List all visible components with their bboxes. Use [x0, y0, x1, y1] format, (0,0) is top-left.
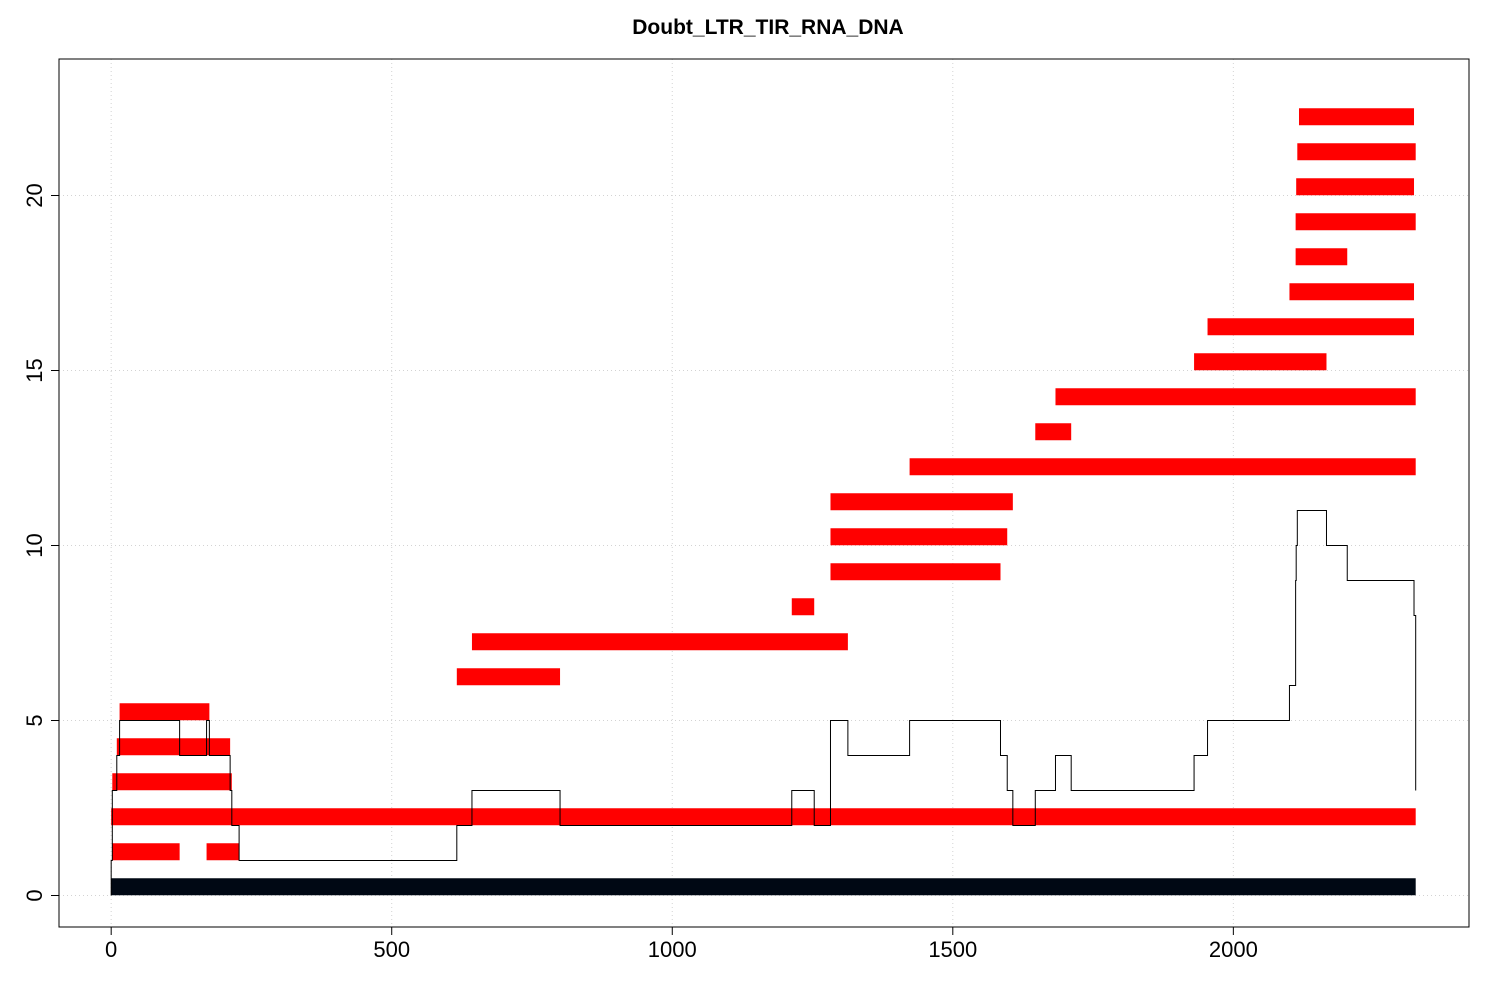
- y-tick-label: 10: [22, 533, 47, 557]
- coverage-line-layer: [110, 510, 1417, 896]
- plot-frame: [58, 58, 1470, 928]
- segment-bar: [1295, 248, 1348, 266]
- base-segment: [111, 878, 1416, 896]
- segment-bar: [1055, 388, 1416, 406]
- segment-bar: [1297, 143, 1416, 161]
- segment-bar: [112, 773, 232, 791]
- segment-bar: [1298, 108, 1415, 126]
- x-tick-label: 1500: [928, 937, 977, 962]
- segment-bar: [116, 738, 231, 756]
- segment-bar: [471, 633, 848, 651]
- y-tick-label: 5: [22, 714, 47, 726]
- base-segment-layer: [111, 878, 1416, 896]
- x-tick-label: 2000: [1209, 937, 1258, 962]
- segment-bar: [1296, 178, 1415, 196]
- chart-title: Doubt_LTR_TIR_RNA_DNA: [632, 16, 904, 39]
- segment-bar: [1035, 423, 1072, 441]
- x-tick-label: 500: [373, 937, 410, 962]
- segment-bar: [119, 703, 210, 721]
- segment-bar: [1289, 283, 1415, 301]
- segment-bar: [830, 528, 1008, 546]
- y-tick-label: 20: [22, 183, 47, 207]
- segment-bar: [111, 808, 1416, 826]
- segment-bar: [830, 493, 1013, 511]
- segment-bar: [456, 668, 561, 686]
- segment-bar: [1295, 213, 1416, 231]
- y-tick-label: 15: [22, 358, 47, 382]
- grid-lines: [59, 59, 1469, 927]
- segment-bar: [909, 458, 1416, 476]
- segments-layer: [111, 108, 1416, 861]
- segment-bar: [112, 843, 180, 861]
- y-tick-label: 0: [22, 889, 47, 901]
- coverage-line: [110, 510, 1417, 896]
- segment-bar: [206, 843, 240, 861]
- x-tick-label: 1000: [648, 937, 697, 962]
- x-tick-label: 0: [105, 937, 117, 962]
- axes-layer: 0 500 1000 1500 2000 0 5 10 15 20: [22, 183, 1258, 962]
- segment-bar: [1194, 353, 1327, 371]
- segment-bar: [830, 563, 1001, 581]
- segment-bar: [1207, 318, 1415, 336]
- segment-bar: [791, 598, 815, 616]
